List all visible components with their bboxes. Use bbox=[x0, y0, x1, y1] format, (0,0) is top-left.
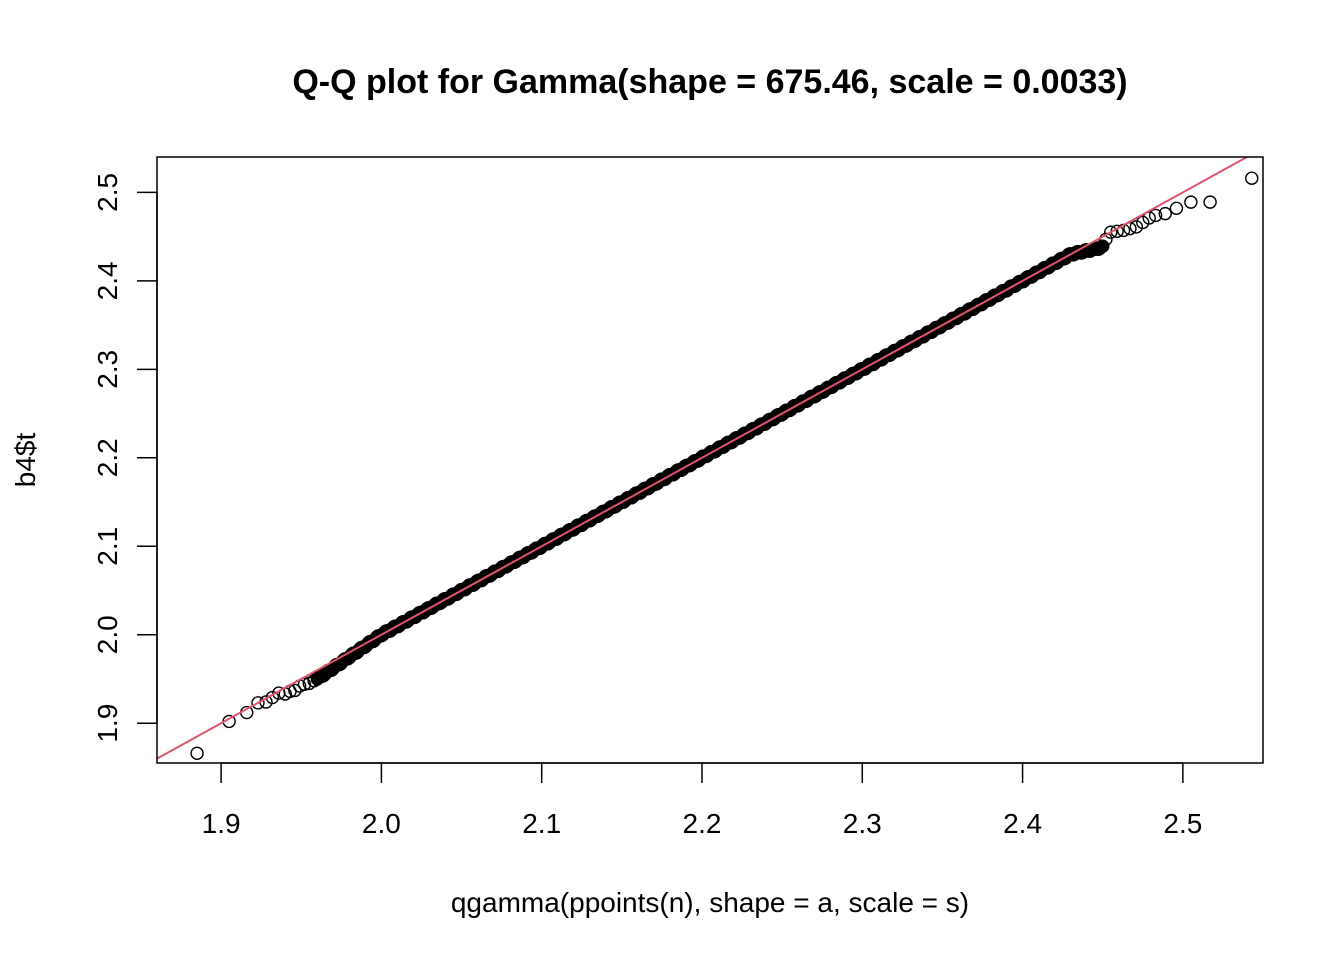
data-point bbox=[251, 696, 265, 710]
data-point bbox=[1096, 239, 1110, 253]
data-point bbox=[1184, 195, 1198, 209]
y-tick-label: 2.0 bbox=[92, 615, 123, 654]
reference-line bbox=[156, 156, 1248, 760]
chart-title: Q-Q plot for Gamma(shape = 675.46, scale… bbox=[292, 63, 1127, 101]
x-tick-label: 2.2 bbox=[683, 808, 722, 839]
data-point bbox=[1158, 206, 1172, 221]
y-tick-label: 1.9 bbox=[92, 704, 123, 743]
x-tick-label: 2.1 bbox=[522, 808, 561, 839]
x-tick-label: 2.5 bbox=[1163, 808, 1202, 839]
data-point bbox=[307, 674, 321, 688]
y-axis-label: b4$t bbox=[10, 433, 41, 488]
data-point bbox=[1148, 208, 1163, 223]
y-tick-label: 2.2 bbox=[92, 438, 123, 477]
x-tick-label: 1.9 bbox=[202, 808, 241, 839]
x-axis: 1.9 2.0 2.1 2.2 2.3 2.4 2.5 bbox=[202, 762, 1202, 839]
reference-line-layer bbox=[156, 156, 1248, 760]
y-tick-label: 2.4 bbox=[92, 261, 123, 300]
data-point bbox=[1245, 171, 1259, 185]
data-point bbox=[1169, 201, 1184, 216]
data-point bbox=[288, 683, 302, 698]
x-tick-label: 2.0 bbox=[362, 808, 401, 839]
x-tick-label: 2.4 bbox=[1003, 808, 1042, 839]
points-layer bbox=[190, 171, 1259, 760]
y-tick-label: 2.5 bbox=[92, 173, 123, 212]
data-point bbox=[190, 746, 204, 760]
x-axis-label: qgamma(ppoints(n), shape = a, scale = s) bbox=[451, 887, 969, 918]
y-tick-label: 2.1 bbox=[92, 527, 123, 566]
data-point bbox=[1203, 195, 1217, 209]
y-tick-label: 2.3 bbox=[92, 350, 123, 389]
x-tick-label: 2.3 bbox=[843, 808, 882, 839]
y-axis: 1.9 2.0 2.1 2.2 2.3 2.4 2.5 bbox=[92, 173, 158, 743]
data-point bbox=[1104, 225, 1118, 239]
